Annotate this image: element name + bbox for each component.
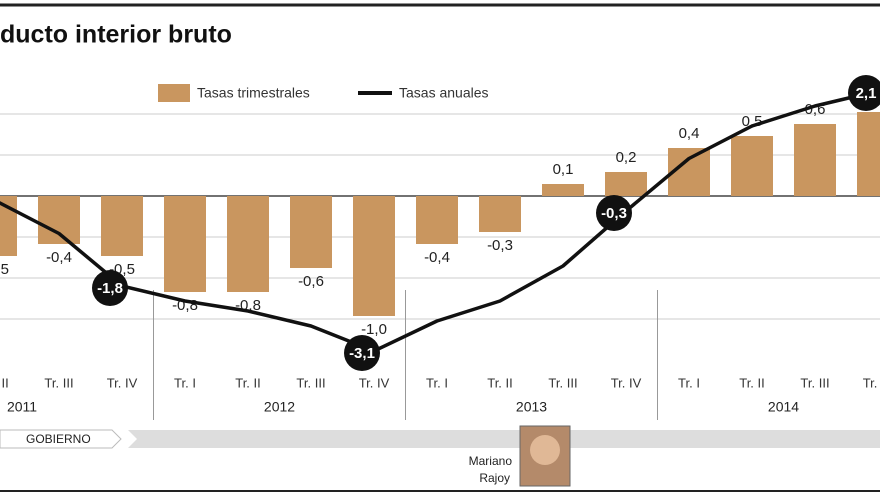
bar	[101, 196, 143, 256]
bar	[542, 184, 584, 196]
x-tick-label: Tr. IV	[359, 375, 390, 390]
bar-label: 0,1	[553, 161, 574, 178]
bar	[857, 112, 880, 196]
bar	[731, 136, 773, 196]
point-marker	[848, 75, 880, 111]
bar	[227, 196, 269, 292]
bar-label: 0,4	[679, 125, 700, 142]
band-start	[0, 429, 122, 449]
bar	[605, 172, 647, 196]
x-tick-label: Tr. I	[426, 375, 448, 390]
legend-label: Tasas trimestrales	[197, 85, 310, 101]
bar	[38, 196, 80, 244]
x-tick-label: Tr. I	[678, 375, 700, 390]
bar-label: -0,4	[46, 249, 72, 266]
person-name: Rajoy	[479, 471, 510, 485]
band	[128, 430, 880, 448]
point-marker	[596, 195, 632, 231]
year-label: 2013	[516, 399, 547, 415]
x-tick-label: Tr. II	[487, 375, 513, 390]
chart-title: ducto interior bruto	[0, 21, 232, 49]
bar-label: -1,0	[361, 321, 387, 338]
point-label: -3,1	[349, 345, 375, 362]
year-label: 2012	[264, 399, 295, 415]
bar-label: -0,6	[298, 273, 324, 290]
legend-swatch	[158, 84, 190, 102]
person-name: Mariano	[469, 454, 513, 468]
year-label: 2011	[7, 399, 37, 415]
x-tick-label: Tr. IV	[863, 375, 880, 390]
bar-label: 0,2	[616, 149, 637, 166]
legend-label: Tasas anuales	[399, 85, 489, 101]
x-tick-label: Tr. II	[0, 375, 9, 390]
bar	[479, 196, 521, 232]
x-tick-label: Tr. I	[174, 375, 196, 390]
bar	[416, 196, 458, 244]
bar	[290, 196, 332, 268]
portrait-face	[530, 435, 560, 465]
x-tick-label: Tr. III	[44, 375, 73, 390]
grid	[0, 113, 880, 320]
bar	[794, 124, 836, 196]
x-tick-label: Tr. III	[296, 375, 325, 390]
x-tick-label: Tr. IV	[107, 375, 138, 390]
x-tick-label: Tr. IV	[611, 375, 642, 390]
x-tick-label: Tr. III	[800, 375, 829, 390]
band-label: GOBIERNO	[26, 432, 91, 446]
x-tick-label: Tr. II	[235, 375, 261, 390]
year-label: 2014	[768, 399, 799, 415]
bar	[164, 196, 206, 292]
x-tick-label: Tr. II	[739, 375, 765, 390]
bar-label: -0,3	[487, 237, 513, 254]
point-label: 2,1	[856, 85, 877, 102]
line	[0, 89, 879, 353]
point-label: -1,8	[97, 280, 123, 297]
point-label: -0,3	[601, 205, 627, 222]
bar-label: -0,5	[0, 261, 9, 278]
point-marker	[344, 335, 380, 371]
bar-label: -0,4	[424, 249, 450, 266]
x-tick-label: Tr. III	[548, 375, 577, 390]
point-marker	[92, 270, 128, 306]
bar	[353, 196, 395, 316]
